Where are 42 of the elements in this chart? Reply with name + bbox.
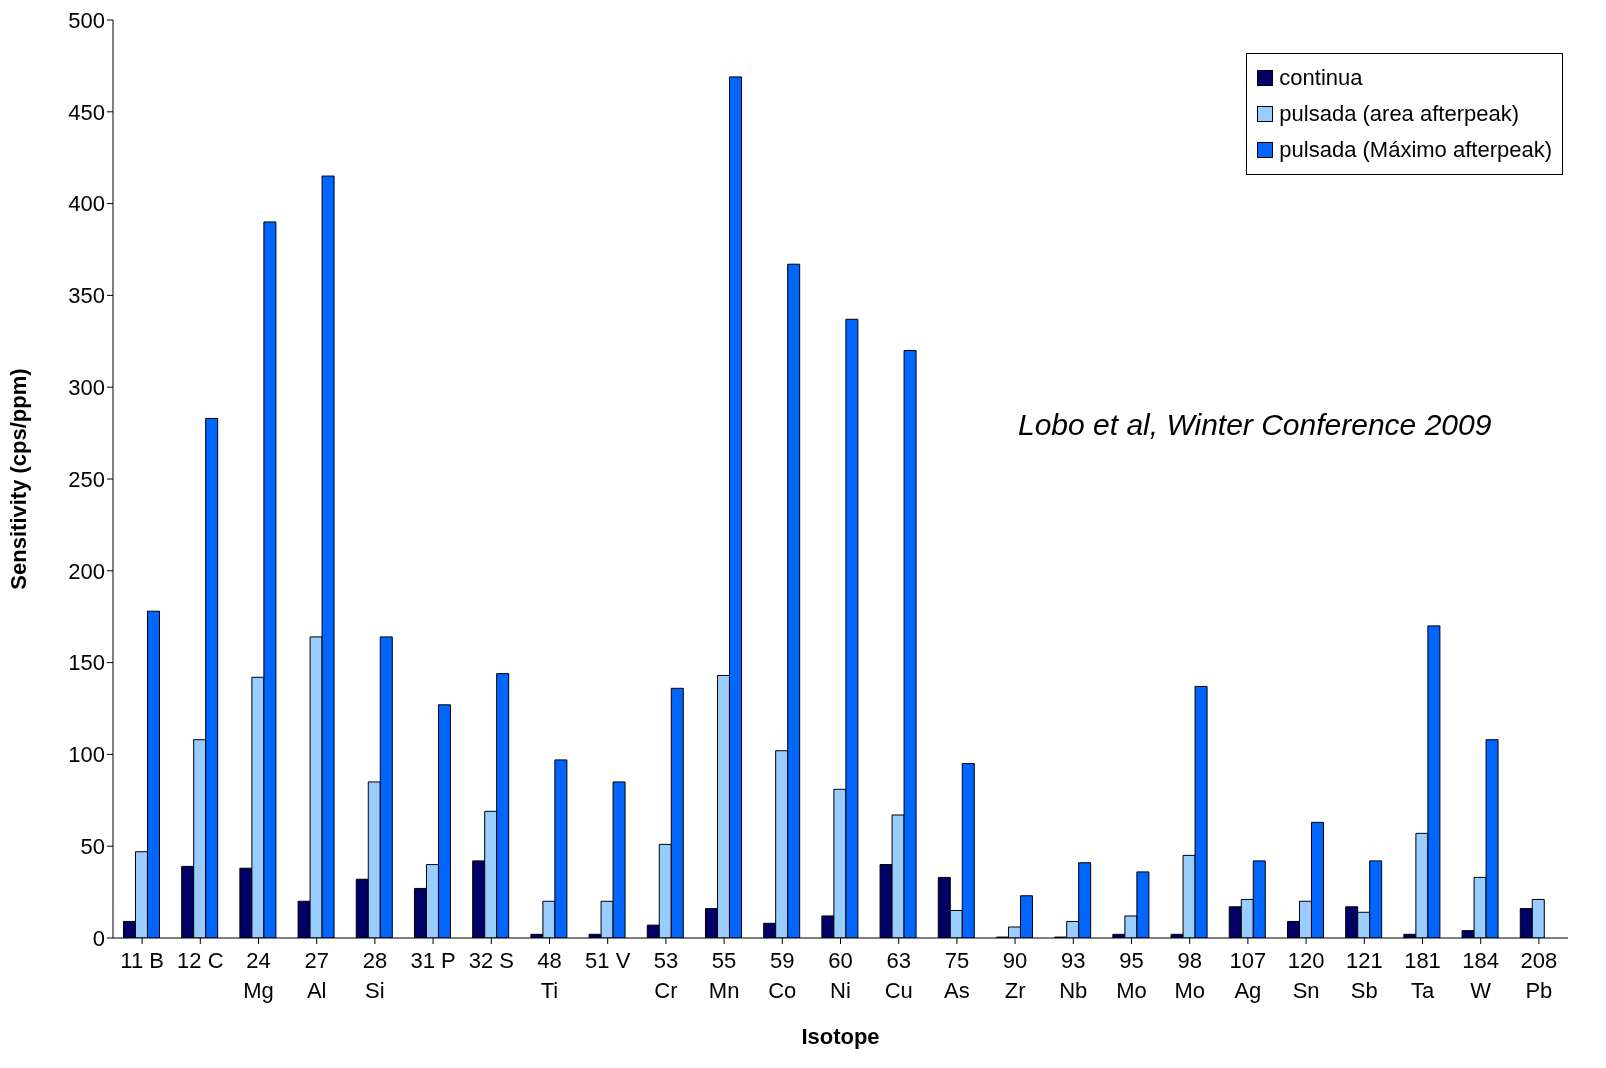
y-tick-label: 50 [80, 834, 105, 860]
x-tick-label: 55 Mn [708, 948, 740, 1003]
x-tick-label: 32 S [468, 948, 514, 973]
x-tick-label: 184 W [1462, 948, 1500, 1003]
x-tick-label: 95 Mo [1116, 948, 1147, 1003]
annotation: Lobo et al, Winter Conference 2009 [1018, 408, 1492, 442]
y-tick-label: 400 [68, 191, 105, 217]
y-tick-label: 450 [68, 99, 105, 125]
y-tick-label: 350 [68, 283, 105, 309]
x-tick-label: 48 Ti [537, 948, 562, 1003]
x-tick-label: 93 Nb [1059, 948, 1088, 1003]
x-axis-title: Isotope [801, 1023, 880, 1049]
x-tick-label: 63 Cu [884, 948, 913, 1003]
y-tick-label: 250 [68, 466, 105, 492]
x-tick-label: 120 Sn [1287, 948, 1325, 1003]
x-tick-label: 107 Ag [1229, 948, 1267, 1003]
y-tick-label: 300 [68, 375, 105, 401]
legend-label: continua [1279, 64, 1363, 92]
x-tick-label: 31 P [410, 948, 456, 973]
x-tick-label: 98 Mo [1174, 948, 1205, 1003]
legend-label: pulsada (Máximo afterpeak) [1279, 136, 1552, 164]
y-tick-label: 100 [68, 742, 105, 768]
x-tick-label: 60 Ni [828, 948, 853, 1003]
x-tick-label: 53 Cr [653, 948, 679, 1003]
x-tick-label: 208 Pb [1520, 948, 1558, 1003]
y-axis-title: Sensitivity (cps/ppm) [5, 368, 31, 590]
x-tick-label: 24 Mg [243, 948, 274, 1003]
legend-label: pulsada (area afterpeak) [1279, 100, 1520, 128]
x-tick-label: 90 Zr [1002, 948, 1028, 1003]
x-tick-label: 75 As [944, 948, 970, 1003]
x-tick-label: 27 Al [304, 948, 329, 1003]
x-tick-label: 181 Ta [1404, 948, 1441, 1003]
x-tick-label: 12 C [177, 948, 224, 973]
y-tick-label: 500 [68, 7, 105, 33]
x-tick-label: 11 B [120, 948, 164, 973]
x-tick-label: 28 Si [362, 948, 388, 1003]
x-tick-label: 51 V [585, 948, 631, 973]
y-tick-label: 150 [68, 650, 105, 676]
y-tick-label: 200 [68, 558, 105, 584]
y-tick-label: 0 [92, 925, 105, 951]
x-tick-label: 59 Co [768, 948, 797, 1003]
x-tick-label: 121 Sb [1345, 948, 1383, 1003]
